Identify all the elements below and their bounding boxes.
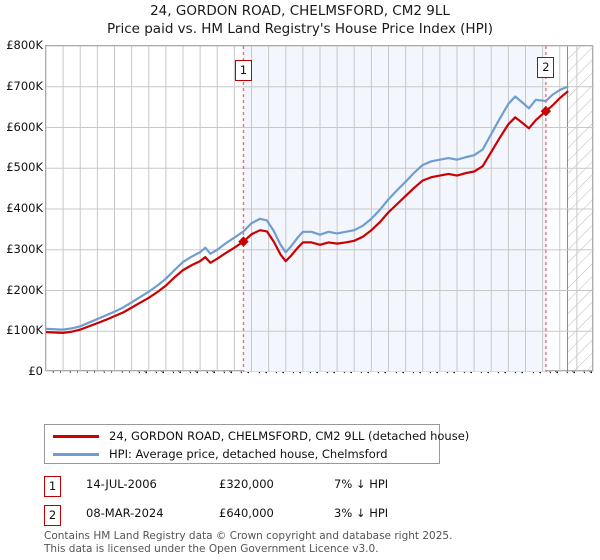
footer-attribution: Contains HM Land Registry data © Crown c… <box>44 530 584 555</box>
transaction-date: 08-MAR-2024 <box>86 506 164 520</box>
page-subtitle: Price paid vs. HM Land Registry's House … <box>107 21 493 37</box>
marker-badge-2[interactable]: 2 <box>537 57 555 78</box>
legend-label-hpi: HPI: Average price, detached house, Chel… <box>109 447 388 461</box>
page-title: 24, GORDON ROAD, CHELMSFORD, CM2 9LL <box>150 3 450 19</box>
y-axis-tick-label: £800K <box>6 38 43 52</box>
y-axis-tick-label: £600K <box>6 119 43 134</box>
transaction-hpi-delta: 7% ↓ HPI <box>334 477 389 491</box>
y-axis-tick-label: £100K <box>6 323 43 338</box>
y-axis-tick-label: £200K <box>6 282 43 297</box>
marker-badge-1[interactable]: 1 <box>234 60 252 81</box>
chart-legend: 24, GORDON ROAD, CHELMSFORD, CM2 9LL (de… <box>44 424 469 464</box>
transaction-price: £640,000 <box>219 506 274 520</box>
y-axis-tick-label: £300K <box>6 241 43 256</box>
legend-item-hpi: HPI: Average price, detached house, Chel… <box>53 445 388 463</box>
footer-line-1: Contains HM Land Registry data © Crown c… <box>44 530 453 542</box>
y-axis-tick-label: £0 <box>28 364 43 378</box>
transaction-badge: 1 <box>44 476 61 497</box>
legend-item-property: 24, GORDON ROAD, CHELMSFORD, CM2 9LL (de… <box>53 427 469 445</box>
transaction-date: 14-JUL-2006 <box>86 477 157 491</box>
y-axis-tick-label: £400K <box>6 201 43 215</box>
legend-swatch-hpi <box>53 452 99 456</box>
footer-line-2: This data is licensed under the Open Gov… <box>44 542 379 555</box>
transaction-hpi-delta: 3% ↓ HPI <box>334 506 389 520</box>
y-axis-tick-label: £700K <box>6 78 43 93</box>
legend-swatch-property <box>53 434 99 438</box>
legend-label-property: 24, GORDON ROAD, CHELMSFORD, CM2 9LL (de… <box>109 429 470 443</box>
y-axis-labels: £0 £100K £200K £300K £400K £500K £600K £700K £80… <box>0 0 43 560</box>
transaction-price: £320,000 <box>219 477 274 491</box>
plot-area <box>45 45 594 372</box>
transaction-badge: 2 <box>44 505 61 526</box>
y-axis-tick-label: £500K <box>6 160 43 175</box>
chart-canvas <box>46 46 594 372</box>
